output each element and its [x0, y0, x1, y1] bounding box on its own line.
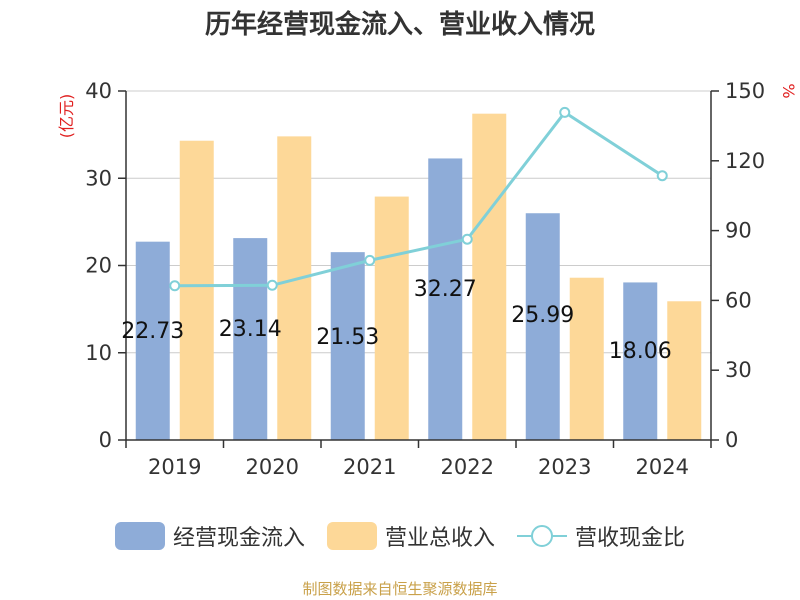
bar-cash-inflow [233, 238, 268, 440]
legend-item-revenue[interactable]: 营业总收入 [326, 520, 495, 552]
chart-title: 历年经营现金流入、营业收入情况 [204, 10, 595, 40]
ratio-line [169, 106, 668, 292]
left-tick-label: 40 [85, 79, 112, 103]
bar-revenue [277, 136, 312, 440]
ratio-line-path [174, 110, 664, 288]
ratio-point [559, 106, 571, 118]
bars [135, 113, 702, 441]
bar-revenue [374, 196, 409, 440]
bar-cash-inflow [428, 158, 463, 440]
left-tick-label: 0 [99, 428, 112, 452]
legend-label-ratio: 营收现金比 [575, 526, 686, 551]
legend-item-cash-inflow[interactable]: 经营现金流入 [114, 520, 305, 552]
left-tick-label: 20 [85, 254, 112, 278]
ratio-point [364, 254, 376, 266]
data-labels: 22.73 23.14 21.53 32.27 25.99 18.06 [121, 277, 671, 364]
legend-label-revenue: 营业总收入 [384, 526, 495, 551]
bar-revenue [179, 140, 214, 441]
data-label-cash-inflow: 25.99 [511, 303, 574, 328]
y-axis-title-right: % [779, 83, 798, 98]
ratio-point [266, 279, 278, 291]
legend-item-ratio[interactable]: 营收现金比 [517, 520, 685, 552]
left-tick-label: 30 [85, 166, 112, 190]
data-label-cash-inflow: 23.14 [219, 317, 282, 342]
x-tick-label: 2023 [538, 455, 591, 479]
legend-swatch-revenue [326, 522, 377, 550]
legend-swatch-cash-inflow [114, 522, 165, 550]
ratio-point [461, 233, 473, 245]
bar-cash-inflow [330, 252, 365, 440]
legend: 经营现金流入 营业总收入 营收现金比 [0, 516, 800, 556]
left-tick-label: 10 [85, 341, 112, 365]
y-axis-title-left: (亿元) [57, 94, 76, 139]
data-label-cash-inflow: 21.53 [316, 325, 379, 350]
ratio-point [169, 280, 181, 292]
right-tick-label: 90 [725, 219, 752, 243]
right-tick-label: 0 [725, 428, 738, 452]
data-label-cash-inflow: 18.06 [609, 339, 672, 364]
data-label-cash-inflow: 32.27 [414, 277, 477, 302]
ratio-point [656, 170, 668, 182]
x-tick-label: 2020 [246, 455, 299, 479]
bar-revenue [569, 277, 604, 440]
x-tick-label: 2022 [441, 455, 494, 479]
bar-cash-inflow [525, 213, 560, 440]
source-note: 制图数据来自恒生聚源数据库 [302, 580, 498, 598]
data-label-cash-inflow: 22.73 [121, 319, 184, 344]
legend-label-cash-inflow: 经营现金流入 [172, 526, 305, 551]
right-tick-label: 150 [725, 79, 765, 103]
x-tick-label: 2024 [636, 455, 689, 479]
grid-lines [126, 90, 711, 354]
right-tick-label: 30 [725, 358, 752, 382]
bar-cash-inflow [623, 282, 658, 440]
x-tick-label: 2019 [148, 455, 201, 479]
right-tick-label: 60 [725, 288, 752, 312]
right-tick-label: 120 [725, 149, 765, 173]
bar-revenue [472, 113, 507, 440]
bar-cash-inflow [135, 241, 170, 440]
axes: 0 10 20 30 40 0 30 60 90 120 150 2019 2020 2021 2022 20… [57, 79, 798, 479]
legend-swatch-ratio [517, 522, 567, 550]
x-tick-label: 2021 [343, 455, 396, 479]
bar-revenue [667, 301, 702, 440]
